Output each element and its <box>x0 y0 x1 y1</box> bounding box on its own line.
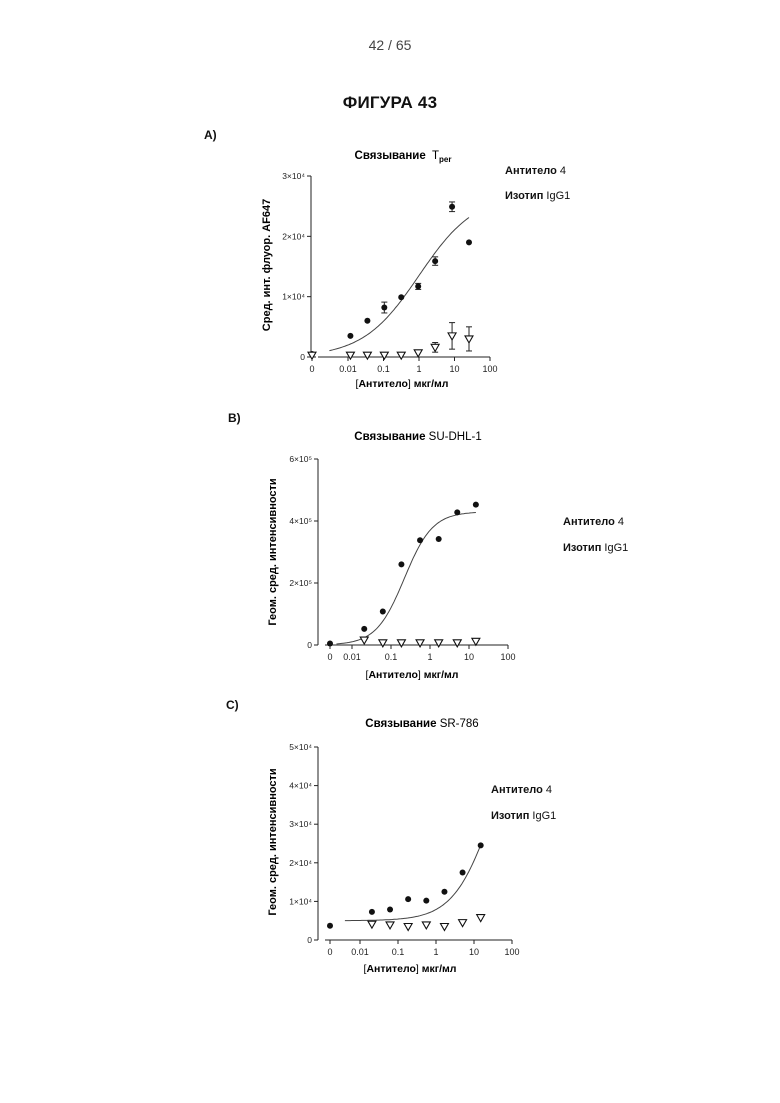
x-tick-label: 0.1 <box>392 947 405 957</box>
y-tick-label: 4×10⁴ <box>289 781 312 791</box>
data-point-antibody <box>441 889 447 895</box>
data-point-isotype <box>459 920 467 927</box>
x-tick-label: 10 <box>469 947 479 957</box>
data-point-antibody <box>460 869 466 875</box>
x-tick-label: 0.01 <box>351 947 369 957</box>
x-tick-label: 0 <box>327 947 332 957</box>
data-point-antibody <box>387 907 393 913</box>
y-tick-label: 5×10⁴ <box>289 742 312 752</box>
chart-c-xlabel: [Антитело] мкг/мл <box>364 963 457 975</box>
legend-antibody-4-c: Антитело 4 <box>491 784 552 796</box>
data-point-isotype <box>368 921 376 928</box>
data-point-antibody <box>369 909 375 915</box>
chart-c-title: Связывание SR-786 <box>365 718 478 730</box>
data-point-isotype <box>404 923 412 930</box>
x-tick-label: 100 <box>504 947 519 957</box>
y-tick-label: 1×10⁴ <box>289 896 312 906</box>
y-tick-label: 0 <box>307 935 312 945</box>
data-point-antibody <box>478 842 484 848</box>
legend-isotype-igg1-c: Изотип IgG1 <box>491 810 556 822</box>
y-tick-label: 2×10⁴ <box>289 858 312 868</box>
data-point-isotype <box>477 915 485 922</box>
data-point-antibody <box>327 923 333 929</box>
y-tick-label: 3×10⁴ <box>289 819 312 829</box>
chart-c: Связывание SR-786 Геом. сред. интенсивно… <box>0 0 780 1000</box>
data-point-isotype <box>386 922 394 929</box>
data-point-antibody <box>423 898 429 904</box>
data-point-isotype <box>440 923 448 930</box>
data-point-isotype <box>422 922 430 929</box>
chart-c-ylabel: Геом. сред. интенсивности <box>267 768 279 915</box>
x-tick-label: 1 <box>433 947 438 957</box>
fit-curve <box>345 845 481 921</box>
data-point-antibody <box>405 896 411 902</box>
